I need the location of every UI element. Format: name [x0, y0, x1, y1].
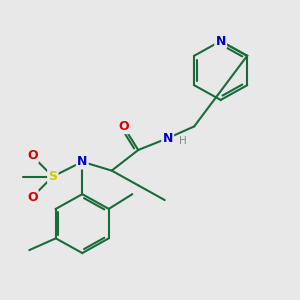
- Text: N: N: [163, 132, 173, 145]
- Text: O: O: [27, 190, 38, 204]
- Text: O: O: [118, 120, 129, 133]
- Text: H: H: [178, 136, 186, 146]
- Text: S: S: [48, 170, 57, 183]
- Text: N: N: [77, 155, 88, 168]
- Text: N: N: [215, 34, 226, 48]
- Text: O: O: [27, 149, 38, 162]
